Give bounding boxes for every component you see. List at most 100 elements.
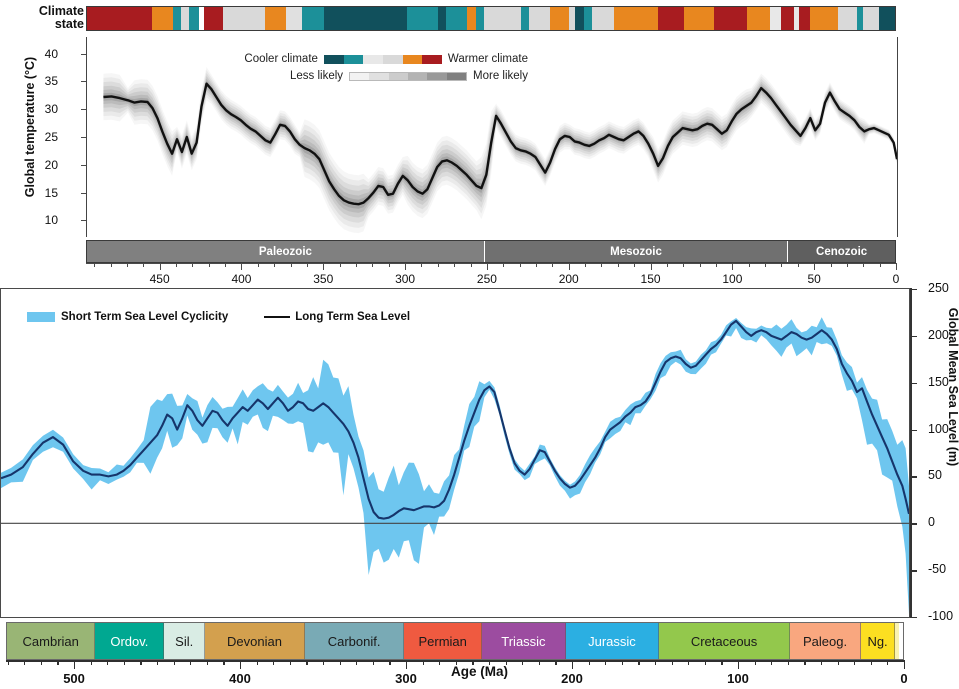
bottom-axis-minor-tick [389, 660, 391, 665]
bottom-axis-minor-tick [90, 660, 92, 665]
climate-state-bar [86, 6, 896, 31]
bottom-axis-minor-tick [289, 660, 291, 665]
bottom-axis-minor-tick [522, 660, 524, 665]
bottom-axis-minor-tick [439, 660, 441, 665]
top-axis-minor-tick [257, 263, 259, 267]
bottom-axis-minor-tick [870, 660, 872, 665]
climate-state-segment [446, 7, 467, 30]
temperature-mean-line [103, 82, 897, 206]
top-axis-tick-label: 250 [476, 272, 497, 286]
likelihood-gradient-swatch [349, 71, 468, 81]
era-band: Cenozoic [787, 241, 895, 262]
climate-state-segment [584, 7, 592, 30]
top-axis-tick-label: 450 [149, 272, 170, 286]
top-axis-minor-tick [683, 263, 685, 267]
top-axis-minor-tick [634, 263, 636, 267]
temperature-panel: Climate state Global temperature (°C) Co… [0, 0, 959, 293]
top-axis-minor-tick [666, 263, 668, 267]
bottom-axis-minor-tick [339, 660, 341, 665]
climate-state-label-line2: state [54, 16, 84, 31]
legend-shade-cell [350, 72, 370, 80]
bottom-axis-tick-label: 0 [900, 671, 908, 686]
top-axis-minor-tick [388, 263, 390, 267]
long-term-label: Long Term Sea Level [295, 311, 411, 323]
top-axis-line [86, 263, 896, 265]
geologic-period-bar: Cambrian Ordov. Sil. Devonian Carbonif. Permi… [6, 622, 904, 660]
era-bar: Paleozoic Mesozoic Cenozoic [86, 240, 896, 263]
bottom-axis-minor-tick [771, 660, 773, 665]
climate-state-segment [222, 7, 265, 30]
top-axis-minor-tick [208, 263, 210, 267]
bottom-axis-minor-tick [273, 660, 275, 665]
climate-state-segment [87, 7, 153, 30]
legend-color-cell [402, 54, 423, 64]
legend-color-cell [382, 54, 403, 64]
bottom-axis-major-tick [240, 660, 242, 669]
sea-level-tick [910, 382, 917, 385]
temperature-plot [86, 37, 898, 237]
legend-shade-cell [369, 72, 389, 80]
bottom-axis-minor-tick [655, 660, 657, 665]
climate-state-segment [769, 7, 781, 30]
bottom-axis-minor-tick [605, 660, 607, 665]
geologic-period-band: Paleog. [789, 623, 862, 659]
climate-state-segment [203, 7, 223, 30]
sea-level-tick [910, 617, 917, 619]
geologic-period-band: Carbonif. [304, 623, 405, 659]
top-axis-minor-tick [503, 263, 505, 267]
bottom-axis-minor-tick [638, 660, 640, 665]
short-term-sea-level-band [1, 317, 909, 614]
bottom-axis-minor-tick [787, 660, 789, 665]
top-axis-minor-tick [797, 263, 799, 267]
bottom-axis-minor-tick [190, 660, 192, 665]
bottom-axis-minor-tick [206, 660, 208, 665]
top-axis-major-tick [405, 263, 407, 270]
top-axis-minor-tick [192, 263, 194, 267]
temperature-y-tick-label: 35 [44, 74, 58, 89]
climate-state-segment [301, 7, 324, 30]
top-axis-minor-tick [716, 263, 717, 267]
climate-state-segment [521, 7, 529, 30]
geologic-period-band: Sil. [164, 623, 206, 659]
geologic-period-band: Ng. [861, 623, 895, 659]
sea-level-tick [910, 429, 917, 431]
top-axis-minor-tick [765, 263, 767, 267]
sea-level-tick-label: 250 [928, 281, 949, 295]
bottom-axis-minor-tick [821, 660, 823, 665]
temperature-legend: Cooler climate Warmer climate Less likel… [238, 52, 528, 86]
climate-state-segment [549, 7, 569, 30]
bottom-axis-minor-tick [472, 660, 474, 665]
bottom-axis-minor-tick [256, 660, 258, 665]
top-axis-major-tick [159, 263, 161, 270]
top-axis-tick-label: 400 [231, 272, 252, 286]
temperature-y-tick [81, 53, 86, 55]
top-axis-minor-tick [143, 263, 145, 267]
bottom-x-axis: 500 400 300 200 100 0 [6, 660, 908, 689]
top-axis-tick-label: 100 [722, 272, 743, 286]
top-axis-minor-tick [830, 263, 832, 267]
bottom-axis-minor-tick [455, 660, 457, 665]
top-axis-minor-tick [519, 263, 521, 267]
bottom-axis-tick-label: 300 [395, 671, 417, 686]
top-axis-minor-tick [781, 263, 783, 267]
warmer-climate-label: Warmer climate [447, 53, 528, 65]
climate-state-segment [189, 7, 200, 30]
top-axis-minor-tick [339, 263, 341, 267]
bottom-axis-minor-tick [223, 660, 225, 665]
bottom-axis-minor-tick [157, 660, 159, 665]
bottom-axis-minor-tick [57, 660, 59, 665]
climate-state-segment [862, 7, 879, 30]
temperature-y-tick-label: 30 [44, 102, 58, 117]
sea-level-tick [910, 335, 917, 338]
climate-state-segment [152, 7, 173, 30]
climate-state-segment [658, 7, 685, 30]
sea-level-tick [910, 523, 917, 525]
bottom-axis-minor-tick [538, 660, 540, 665]
top-axis-minor-tick [470, 263, 472, 267]
climate-state-segment [809, 7, 839, 30]
bottom-axis-major-tick [904, 660, 906, 669]
top-axis-tick-label: 200 [558, 272, 579, 286]
sea-level-tick [910, 476, 917, 478]
bottom-axis-minor-tick [422, 660, 424, 665]
